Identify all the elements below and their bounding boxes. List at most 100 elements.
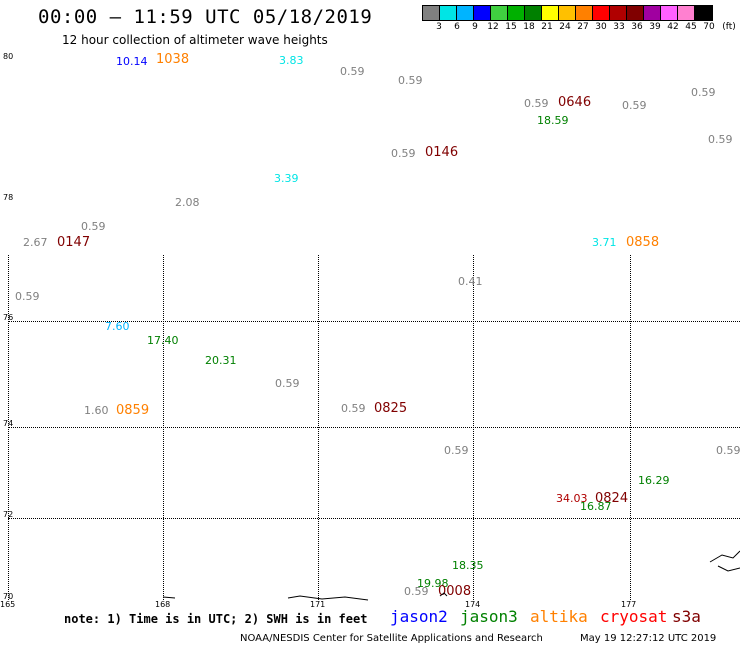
wave-height-label: 0858 bbox=[626, 235, 660, 250]
wave-height-label: 17.40 bbox=[147, 334, 179, 347]
color-swatch bbox=[491, 6, 508, 20]
wave-height-label: 0.59 bbox=[81, 220, 106, 233]
longitude-label: 174 bbox=[465, 600, 481, 609]
wave-height-label: 0646 bbox=[558, 95, 592, 110]
legend-item-s3a: s3a bbox=[672, 607, 701, 626]
color-scale-labels: 3 6 9 12 15 18 21 24 27 30 33 36 39 42 45 70 (ft) bbox=[430, 22, 738, 32]
wave-height-label: 1038 bbox=[156, 52, 190, 67]
longitude-gridline bbox=[473, 255, 474, 600]
wave-height-label: 20.31 bbox=[205, 354, 237, 367]
wave-height-label: 19.98 bbox=[417, 577, 449, 590]
wave-height-label: 0147 bbox=[57, 235, 91, 250]
wave-height-label: 16.87 bbox=[580, 500, 612, 513]
longitude-gridline bbox=[630, 255, 631, 600]
latitude-label: 76 bbox=[3, 313, 14, 322]
latitude-gridline bbox=[8, 321, 740, 322]
coastline-segment bbox=[162, 596, 176, 599]
color-scale-bar bbox=[422, 5, 713, 21]
color-swatch bbox=[423, 6, 440, 20]
wave-height-label: 18.59 bbox=[537, 114, 569, 127]
wave-height-label: 2.67 bbox=[23, 236, 48, 249]
color-scale-label: 30 bbox=[595, 22, 607, 32]
color-swatch bbox=[695, 6, 712, 20]
color-swatch bbox=[661, 6, 678, 20]
color-scale-label: 18 bbox=[523, 22, 535, 32]
footer-note: note: 1) Time is in UTC; 2) SWH is in fe… bbox=[64, 612, 368, 626]
color-swatch bbox=[542, 6, 559, 20]
wave-height-label: 0.59 bbox=[404, 585, 429, 598]
coastline-segment bbox=[709, 550, 740, 572]
wave-height-label: 0008 bbox=[438, 584, 472, 599]
color-scale-label: 3 bbox=[436, 22, 442, 32]
legend-item-altika: altika bbox=[530, 607, 588, 626]
latitude-label: 80 bbox=[3, 52, 14, 61]
color-swatch bbox=[576, 6, 593, 20]
wave-height-label: 2.08 bbox=[175, 196, 200, 209]
wave-height-label: 1.60 bbox=[84, 404, 109, 417]
wave-height-label: 0.59 bbox=[691, 86, 716, 99]
latitude-gridline bbox=[8, 427, 740, 428]
color-swatch bbox=[644, 6, 661, 20]
color-scale-unit: (ft) bbox=[722, 22, 736, 32]
wave-height-label: 0.41 bbox=[458, 275, 483, 288]
legend-item-jason2: jason2 bbox=[390, 607, 448, 626]
color-swatch bbox=[474, 6, 491, 20]
legend-item-jason3: jason3 bbox=[460, 607, 518, 626]
wave-height-label: 0.59 bbox=[444, 444, 469, 457]
wave-height-label: 0.59 bbox=[524, 97, 549, 110]
map-title: 00:00 – 11:59 UTC 05/18/2019 bbox=[38, 6, 373, 28]
longitude-gridline bbox=[318, 255, 319, 600]
wave-height-label: 16.29 bbox=[638, 474, 670, 487]
color-swatch bbox=[508, 6, 525, 20]
color-swatch bbox=[525, 6, 542, 20]
color-scale-label: 9 bbox=[472, 22, 478, 32]
longitude-label: 165 bbox=[0, 600, 16, 609]
color-scale-label: 21 bbox=[541, 22, 553, 32]
wave-height-label: 18.35 bbox=[452, 559, 484, 572]
color-swatch bbox=[627, 6, 644, 20]
color-swatch bbox=[559, 6, 576, 20]
latitude-label: 74 bbox=[3, 419, 14, 428]
color-scale-label: 45 bbox=[685, 22, 697, 32]
color-swatch bbox=[678, 6, 695, 20]
wave-height-label: 0.59 bbox=[622, 99, 647, 112]
color-scale-label: 33 bbox=[613, 22, 625, 32]
longitude-gridline bbox=[8, 255, 9, 600]
credit-text: NOAA/NESDIS Center for Satellite Applica… bbox=[240, 633, 543, 644]
color-swatch bbox=[610, 6, 627, 20]
longitude-label: 177 bbox=[621, 600, 637, 609]
color-scale-label: 70 bbox=[703, 22, 715, 32]
wave-height-label: 0824 bbox=[595, 491, 629, 506]
wave-height-label: 3.71 bbox=[592, 236, 617, 249]
wave-height-label: 34.03 bbox=[556, 492, 588, 505]
color-scale-label: 39 bbox=[649, 22, 661, 32]
color-scale-label: 12 bbox=[487, 22, 499, 32]
latitude-label: 78 bbox=[3, 193, 14, 202]
color-swatch bbox=[457, 6, 474, 20]
latitude-label: 72 bbox=[3, 510, 14, 519]
wave-height-label: 10.14 bbox=[116, 55, 148, 68]
color-swatch bbox=[593, 6, 610, 20]
color-scale-label: 42 bbox=[667, 22, 679, 32]
wave-height-label: 7.60 bbox=[105, 320, 130, 333]
wave-height-label: 0825 bbox=[374, 401, 408, 416]
color-scale-label: 15 bbox=[505, 22, 517, 32]
wave-height-label: 3.39 bbox=[274, 172, 299, 185]
latitude-label: 70 bbox=[3, 592, 14, 601]
wave-height-label: 0146 bbox=[425, 145, 459, 160]
color-scale-label: 36 bbox=[631, 22, 643, 32]
wave-height-label: 3.83 bbox=[279, 54, 304, 67]
map-subtitle: 12 hour collection of altimeter wave hei… bbox=[62, 33, 328, 47]
wave-height-label: 0.59 bbox=[275, 377, 300, 390]
longitude-label: 168 bbox=[155, 600, 171, 609]
color-scale-label: 6 bbox=[454, 22, 460, 32]
wave-height-label: 0.59 bbox=[391, 147, 416, 160]
legend-item-cryosat: cryosat bbox=[600, 607, 668, 626]
color-swatch bbox=[440, 6, 457, 20]
wave-height-label: 0.59 bbox=[398, 74, 423, 87]
color-scale-label: 24 bbox=[559, 22, 571, 32]
wave-height-label: 0.59 bbox=[15, 290, 40, 303]
wave-height-label: 0.59 bbox=[341, 402, 366, 415]
generated-timestamp: May 19 12:27:12 UTC 2019 bbox=[580, 633, 717, 644]
longitude-gridline bbox=[163, 255, 164, 600]
